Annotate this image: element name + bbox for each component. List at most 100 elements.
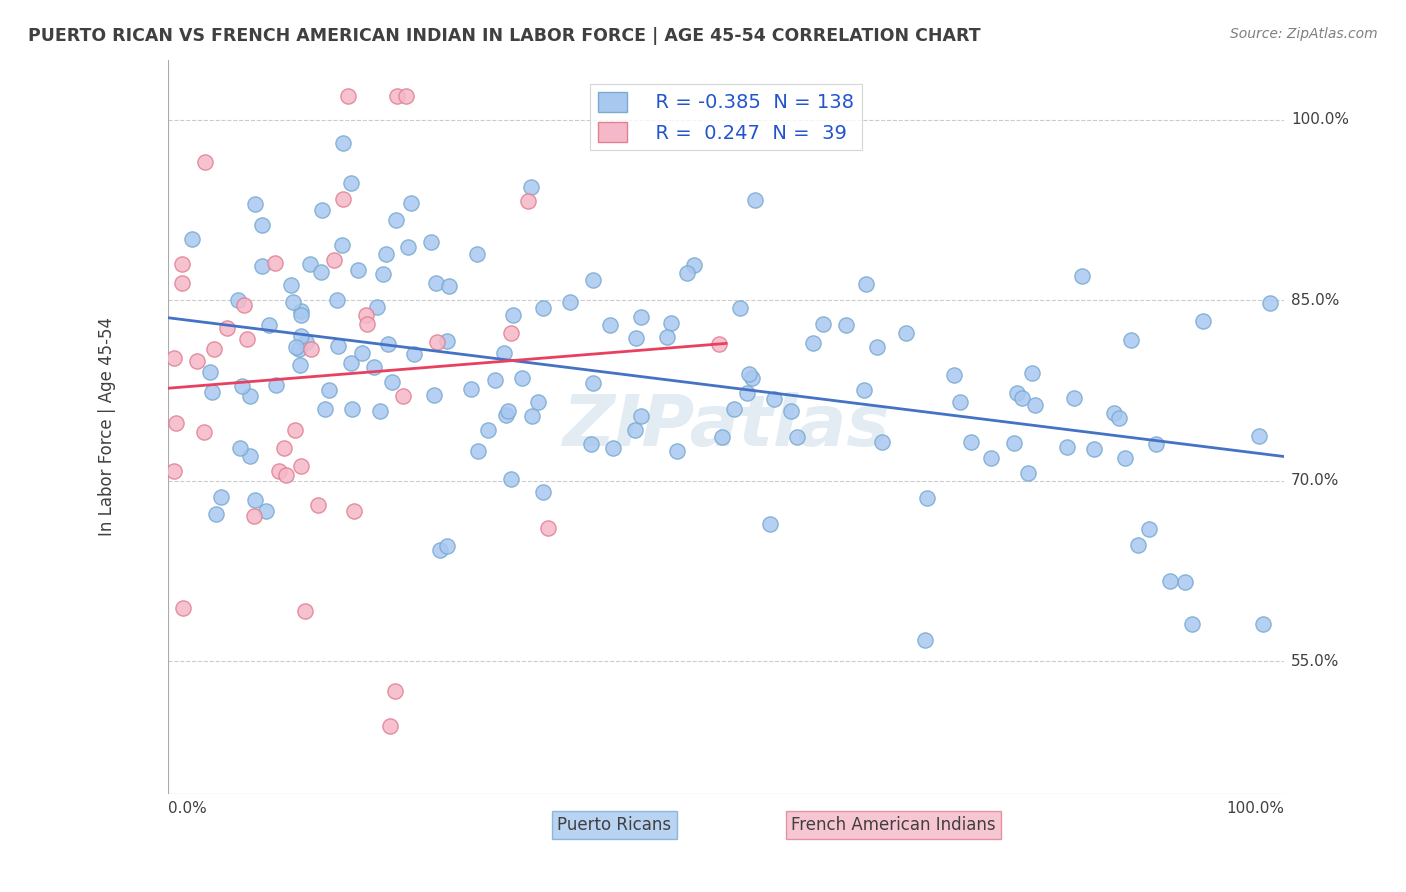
- Point: [723, 401, 745, 416]
- Text: PUERTO RICAN VS FRENCH AMERICAN INDIAN IN LABOR FORCE | AGE 45-54 CORRELATION CH: PUERTO RICAN VS FRENCH AMERICAN INDIAN I…: [28, 27, 981, 45]
- Point: [519, 180, 541, 194]
- Point: [915, 491, 938, 505]
- Text: 70.0%: 70.0%: [1291, 474, 1339, 488]
- Point: [1137, 522, 1160, 536]
- Point: [194, 155, 217, 169]
- Point: [163, 351, 186, 366]
- Point: [290, 458, 312, 473]
- Point: [1056, 440, 1078, 454]
- Point: [172, 600, 194, 615]
- Point: [307, 498, 329, 512]
- Point: [287, 342, 309, 356]
- Point: [517, 194, 540, 208]
- Point: [1114, 451, 1136, 466]
- Text: 85.0%: 85.0%: [1291, 293, 1339, 308]
- Point: [250, 260, 273, 274]
- Point: [368, 404, 391, 418]
- Point: [527, 395, 550, 409]
- Point: [495, 408, 517, 422]
- Point: [186, 354, 208, 368]
- Point: [267, 465, 290, 479]
- Point: [1251, 616, 1274, 631]
- Point: [741, 371, 763, 385]
- Point: [666, 444, 689, 458]
- Point: [602, 441, 624, 455]
- Point: [356, 317, 378, 331]
- Point: [460, 382, 482, 396]
- Point: [801, 335, 824, 350]
- Point: [630, 409, 652, 423]
- Point: [744, 193, 766, 207]
- Point: [492, 346, 515, 360]
- Point: [228, 293, 250, 308]
- Point: [180, 232, 202, 246]
- Point: [323, 253, 346, 268]
- Point: [387, 88, 409, 103]
- Point: [243, 197, 266, 211]
- Text: Source: ZipAtlas.com: Source: ZipAtlas.com: [1230, 27, 1378, 41]
- Point: [336, 88, 359, 103]
- Point: [949, 395, 972, 409]
- Point: [243, 509, 266, 524]
- Point: [682, 258, 704, 272]
- Point: [426, 335, 449, 350]
- Point: [1159, 574, 1181, 588]
- Point: [582, 376, 605, 390]
- Point: [257, 318, 280, 332]
- Point: [1108, 410, 1130, 425]
- Point: [811, 317, 834, 331]
- Point: [738, 367, 761, 381]
- Point: [914, 633, 936, 648]
- Text: French American Indians: French American Indians: [792, 816, 995, 834]
- Point: [280, 277, 302, 292]
- Point: [354, 308, 377, 322]
- Point: [436, 539, 458, 553]
- Point: [502, 308, 524, 322]
- Text: Puerto Ricans: Puerto Ricans: [557, 816, 672, 834]
- Point: [1021, 366, 1043, 380]
- Point: [499, 326, 522, 340]
- Point: [437, 279, 460, 293]
- Point: [163, 464, 186, 478]
- Point: [835, 318, 858, 333]
- Point: [1144, 437, 1167, 451]
- Point: [232, 298, 254, 312]
- Point: [290, 328, 312, 343]
- Point: [537, 521, 560, 535]
- Point: [217, 321, 239, 335]
- Point: [290, 358, 312, 372]
- Point: [404, 347, 426, 361]
- Text: 100.0%: 100.0%: [1226, 801, 1284, 816]
- Point: [318, 383, 340, 397]
- Point: [243, 493, 266, 508]
- Point: [422, 387, 444, 401]
- Point: [311, 264, 333, 278]
- Point: [378, 719, 401, 733]
- Point: [870, 435, 893, 450]
- Point: [273, 441, 295, 455]
- Point: [363, 360, 385, 375]
- Point: [340, 176, 363, 190]
- Point: [558, 294, 581, 309]
- Point: [579, 437, 602, 451]
- Point: [436, 334, 458, 349]
- Point: [419, 235, 441, 249]
- Point: [533, 301, 555, 315]
- Point: [399, 196, 422, 211]
- Point: [531, 484, 554, 499]
- Point: [477, 423, 499, 437]
- Point: [465, 247, 488, 261]
- Point: [373, 267, 395, 281]
- Point: [425, 276, 447, 290]
- Point: [239, 449, 262, 463]
- Point: [299, 343, 322, 357]
- Point: [484, 373, 506, 387]
- Point: [866, 340, 889, 354]
- Point: [1181, 617, 1204, 632]
- Point: [283, 295, 305, 310]
- Point: [659, 316, 682, 330]
- Point: [231, 379, 253, 393]
- Point: [375, 247, 398, 261]
- Point: [599, 318, 621, 332]
- Point: [239, 388, 262, 402]
